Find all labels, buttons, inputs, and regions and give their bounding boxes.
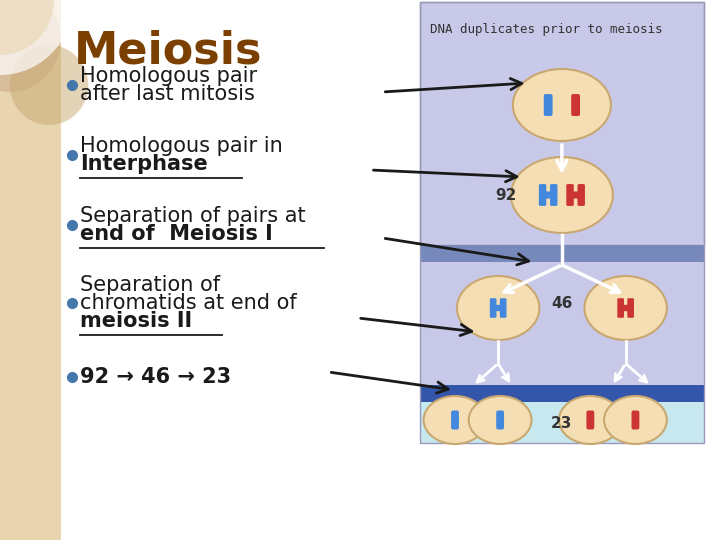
- FancyBboxPatch shape: [500, 298, 506, 318]
- Bar: [420, 2, 704, 443]
- Text: meiosis II: meiosis II: [81, 311, 192, 331]
- Text: 23: 23: [552, 415, 572, 430]
- Ellipse shape: [457, 276, 539, 340]
- FancyBboxPatch shape: [490, 298, 497, 318]
- FancyBboxPatch shape: [631, 410, 639, 429]
- Ellipse shape: [604, 396, 667, 444]
- Bar: [420, 385, 704, 402]
- FancyBboxPatch shape: [544, 192, 552, 199]
- FancyBboxPatch shape: [627, 298, 634, 318]
- Ellipse shape: [469, 396, 531, 444]
- Ellipse shape: [423, 396, 487, 444]
- Bar: [0, 0, 60, 540]
- Text: 92 → 46 → 23: 92 → 46 → 23: [81, 367, 232, 387]
- Text: after last mitosis: after last mitosis: [81, 84, 256, 104]
- FancyBboxPatch shape: [571, 94, 580, 116]
- Text: 92: 92: [495, 187, 517, 202]
- Circle shape: [10, 45, 89, 125]
- Text: Homologous pair: Homologous pair: [81, 66, 258, 86]
- FancyBboxPatch shape: [539, 184, 546, 206]
- Text: Meiosis: Meiosis: [73, 30, 262, 73]
- FancyBboxPatch shape: [451, 410, 459, 429]
- FancyBboxPatch shape: [622, 305, 629, 311]
- FancyBboxPatch shape: [567, 184, 574, 206]
- FancyBboxPatch shape: [577, 184, 585, 206]
- Text: DNA duplicates prior to meiosis: DNA duplicates prior to meiosis: [430, 24, 662, 37]
- FancyBboxPatch shape: [617, 298, 624, 318]
- Text: chromatids at end of: chromatids at end of: [81, 293, 297, 313]
- Text: end of  Meiosis I: end of Meiosis I: [81, 224, 273, 244]
- Ellipse shape: [585, 276, 667, 340]
- Circle shape: [0, 0, 60, 92]
- Text: Homologous pair in: Homologous pair in: [81, 136, 283, 156]
- FancyBboxPatch shape: [586, 410, 594, 429]
- Ellipse shape: [513, 69, 611, 141]
- Text: Interphase: Interphase: [81, 154, 208, 174]
- Text: Separation of pairs at: Separation of pairs at: [81, 206, 306, 226]
- Bar: [420, 262, 704, 385]
- Text: Separation of: Separation of: [81, 275, 220, 295]
- Ellipse shape: [559, 396, 621, 444]
- Wedge shape: [0, 0, 73, 75]
- Wedge shape: [0, 0, 54, 55]
- Text: 46: 46: [552, 295, 572, 310]
- FancyBboxPatch shape: [544, 94, 552, 116]
- FancyBboxPatch shape: [550, 184, 557, 206]
- Bar: [420, 245, 704, 262]
- FancyBboxPatch shape: [495, 305, 502, 311]
- Bar: [420, 2, 704, 245]
- FancyBboxPatch shape: [572, 192, 580, 199]
- Ellipse shape: [511, 157, 613, 233]
- FancyBboxPatch shape: [496, 410, 504, 429]
- Bar: [420, 402, 704, 443]
